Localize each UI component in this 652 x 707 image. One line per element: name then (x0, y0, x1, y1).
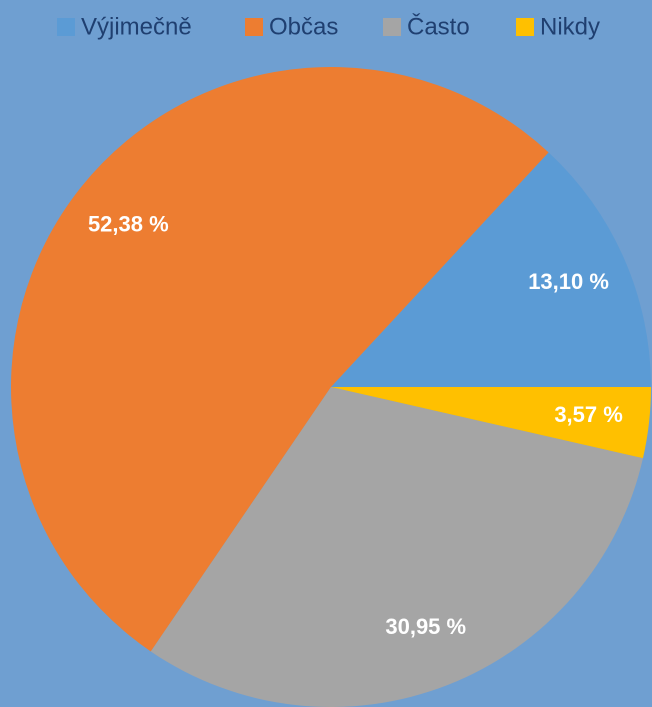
legend-swatch (57, 18, 75, 36)
data-label: 13,10 % (528, 269, 609, 294)
pie-slice (150, 387, 643, 707)
legend-label: Občas (269, 13, 338, 40)
legend-swatch (516, 18, 534, 36)
legend-swatch (245, 18, 263, 36)
data-label: 52,38 % (88, 211, 169, 236)
pie-slice (331, 387, 651, 459)
pie-slice (331, 152, 651, 387)
pie-slice (11, 67, 549, 652)
data-label: 30,95 % (385, 614, 466, 639)
legend-label: Výjimečně (81, 13, 192, 40)
legend-swatch (383, 18, 401, 36)
data-label: 3,57 % (554, 402, 623, 427)
legend-label: Nikdy (540, 13, 600, 40)
legend-label: Často (407, 12, 470, 40)
